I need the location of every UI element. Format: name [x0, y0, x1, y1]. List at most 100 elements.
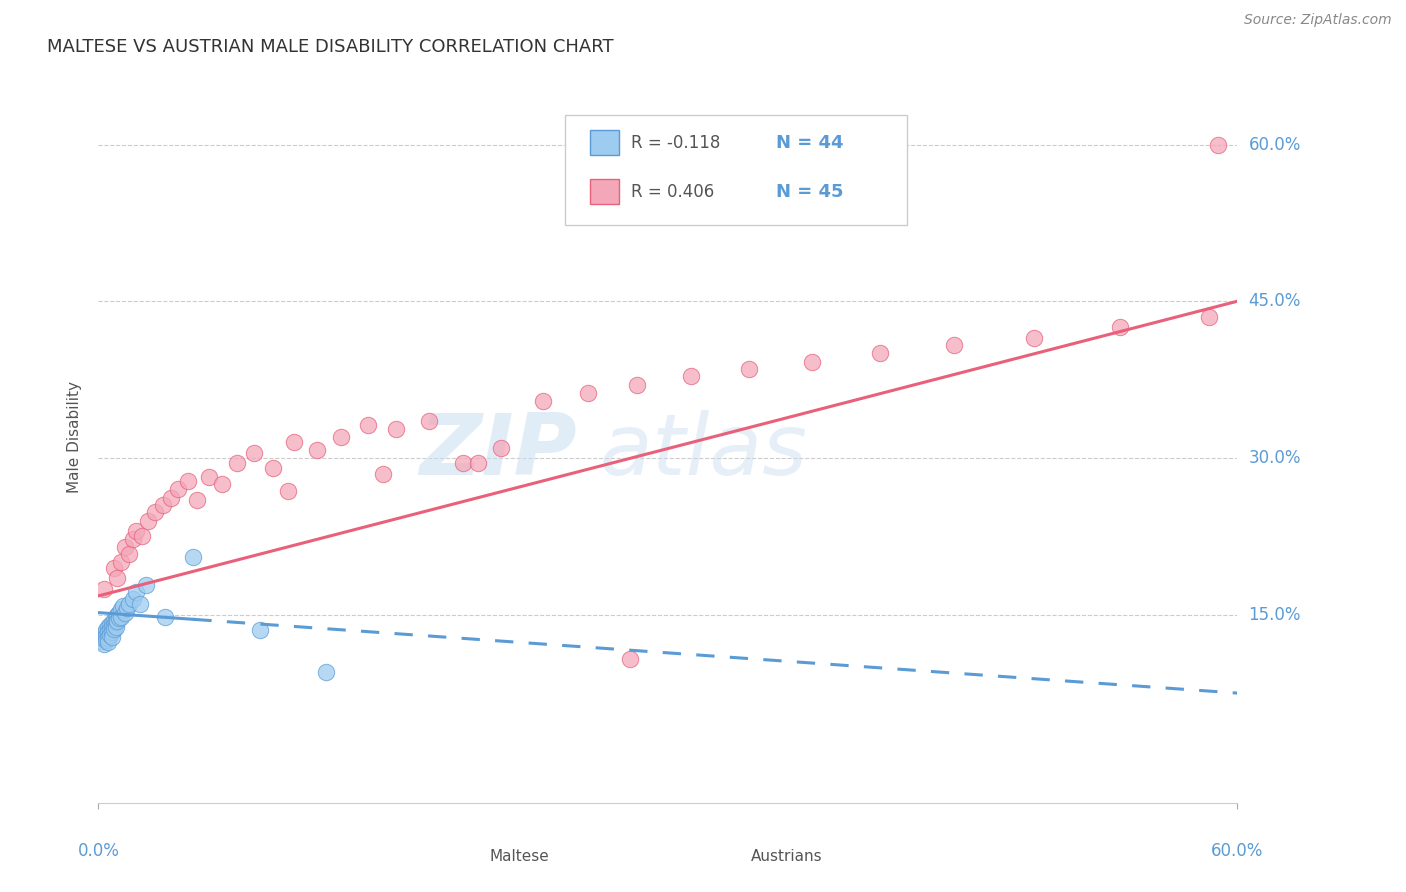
Point: [93, 632, 115, 646]
Point: [619, 651, 641, 665]
Point: [1208, 137, 1230, 152]
Point: [418, 414, 440, 428]
Point: [167, 483, 190, 497]
Point: [110, 556, 132, 570]
Text: N = 45: N = 45: [776, 183, 844, 201]
Text: ZIP: ZIP: [419, 410, 576, 493]
Point: [98, 627, 121, 641]
Point: [114, 606, 136, 620]
Point: [315, 665, 337, 680]
Point: [107, 614, 129, 628]
Point: [183, 550, 205, 565]
Point: [98, 624, 121, 638]
Point: [211, 477, 233, 491]
Point: [97, 620, 120, 634]
Point: [145, 505, 167, 519]
Point: [176, 474, 198, 488]
Point: [277, 484, 299, 499]
Point: [108, 611, 131, 625]
Point: [121, 533, 143, 547]
Text: Source: ZipAtlas.com: Source: ZipAtlas.com: [1244, 13, 1392, 28]
Point: [153, 609, 176, 624]
Point: [262, 461, 284, 475]
Point: [89, 629, 111, 643]
Point: [1198, 310, 1220, 324]
Point: [801, 355, 824, 369]
Point: [100, 630, 122, 644]
Point: [100, 616, 122, 631]
Point: [738, 362, 761, 376]
Point: [531, 393, 554, 408]
Point: [93, 582, 115, 596]
Point: [159, 491, 181, 505]
Point: [97, 635, 120, 649]
Point: [305, 442, 328, 457]
Text: R = 0.406: R = 0.406: [631, 183, 714, 201]
Point: [371, 467, 394, 481]
Point: [1108, 320, 1130, 334]
Point: [103, 613, 125, 627]
Point: [243, 446, 266, 460]
Point: [186, 492, 208, 507]
Point: [94, 624, 117, 638]
Point: [107, 607, 129, 622]
Point: [110, 602, 132, 616]
Point: [94, 629, 117, 643]
Point: [103, 618, 125, 632]
Point: [108, 606, 131, 620]
Text: 45.0%: 45.0%: [1249, 293, 1301, 310]
Point: [118, 597, 141, 611]
Point: [869, 346, 891, 360]
Point: [197, 470, 219, 484]
Point: [94, 632, 117, 647]
Bar: [718, 849, 744, 865]
Point: [626, 377, 648, 392]
Point: [489, 441, 512, 455]
Point: [131, 529, 153, 543]
Bar: [591, 130, 619, 155]
Point: [135, 578, 157, 592]
Point: [110, 609, 132, 624]
Point: [112, 599, 135, 614]
Point: [107, 571, 129, 585]
Point: [125, 524, 148, 538]
Text: R = -0.118: R = -0.118: [631, 134, 721, 152]
Point: [125, 584, 148, 599]
Point: [129, 597, 152, 611]
Point: [121, 592, 143, 607]
Bar: [591, 179, 619, 204]
Point: [91, 633, 114, 648]
Point: [115, 601, 138, 615]
Point: [118, 547, 141, 561]
Point: [330, 430, 353, 444]
Point: [943, 338, 966, 352]
Text: 0.0%: 0.0%: [77, 842, 120, 860]
Point: [357, 417, 380, 432]
Text: N = 44: N = 44: [776, 134, 844, 152]
Text: Austrians: Austrians: [751, 848, 823, 863]
Point: [249, 624, 271, 638]
FancyBboxPatch shape: [565, 115, 907, 225]
Point: [385, 422, 408, 436]
Point: [1024, 331, 1046, 345]
Point: [103, 560, 125, 574]
Text: 60.0%: 60.0%: [1211, 842, 1264, 860]
Point: [152, 498, 174, 512]
Point: [283, 435, 305, 450]
Point: [104, 615, 127, 629]
Text: 60.0%: 60.0%: [1249, 136, 1301, 153]
Point: [91, 631, 114, 645]
Point: [103, 623, 125, 637]
Bar: [457, 849, 482, 865]
Point: [114, 540, 136, 554]
Point: [93, 626, 115, 640]
Text: 30.0%: 30.0%: [1249, 449, 1301, 467]
Point: [467, 456, 489, 470]
Point: [98, 618, 121, 632]
Y-axis label: Male Disability: Male Disability: [67, 381, 83, 493]
Text: Maltese: Maltese: [489, 848, 548, 863]
Text: atlas: atlas: [599, 410, 807, 493]
Text: 15.0%: 15.0%: [1249, 606, 1301, 624]
Point: [451, 456, 474, 470]
Text: MALTESE VS AUSTRIAN MALE DISABILITY CORRELATION CHART: MALTESE VS AUSTRIAN MALE DISABILITY CORR…: [48, 38, 614, 56]
